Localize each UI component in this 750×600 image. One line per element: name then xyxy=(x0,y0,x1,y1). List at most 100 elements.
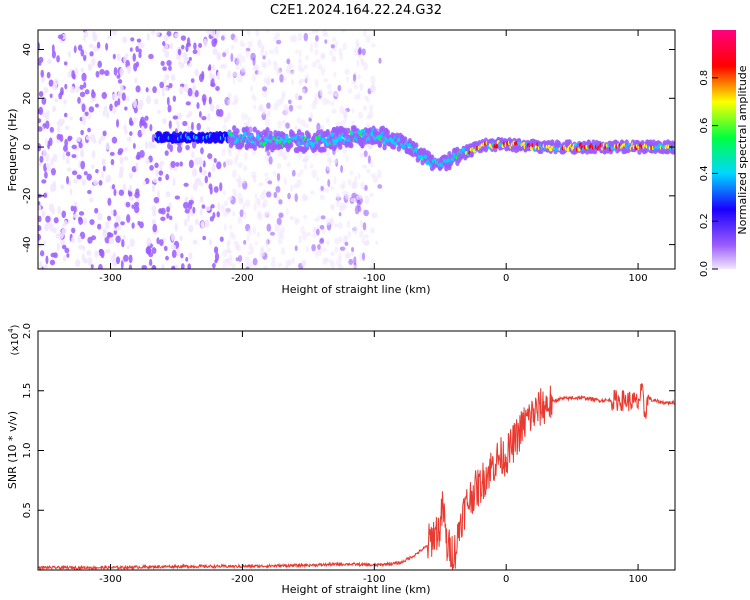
heatmap-cell xyxy=(69,188,73,196)
heatmap-cell xyxy=(47,58,52,65)
heatmap-cell xyxy=(311,30,316,34)
heatmap-cell xyxy=(41,179,47,184)
heatmap-cell xyxy=(230,44,235,50)
heatmap-cell xyxy=(94,207,99,214)
heatmap-cell xyxy=(201,204,206,209)
snr-y-axis: 0.5 1.0 1.5 2.0 xyxy=(22,323,675,518)
heatmap-cell xyxy=(169,42,174,50)
heatmap-cell xyxy=(216,211,220,218)
heatmap-cell xyxy=(64,125,70,131)
heatmap-cell xyxy=(300,119,306,128)
heatmap-cell xyxy=(156,237,160,245)
heatmap-cell xyxy=(121,92,126,101)
heatmap-cell xyxy=(296,117,302,124)
heatmap-cell xyxy=(45,162,51,169)
heatmap-cell xyxy=(265,239,269,248)
heatmap-cell xyxy=(275,68,282,77)
heatmap-cell xyxy=(260,48,264,57)
heatmap-cell xyxy=(49,223,54,232)
colorbar-tick-label: 0.2 xyxy=(699,213,710,229)
heatmap-cell xyxy=(323,257,330,263)
heatmap-cell xyxy=(232,76,236,85)
heatmap-cell xyxy=(152,178,158,183)
heatmap-cell xyxy=(174,222,178,232)
heatmap-cell xyxy=(208,183,213,190)
heatmap-cell xyxy=(132,143,136,149)
heatmap-cell xyxy=(62,152,66,161)
heatmap-cell xyxy=(200,181,204,187)
heatmap-cell xyxy=(131,204,135,209)
heatmap-cell xyxy=(71,144,78,150)
heatmap-cell xyxy=(118,171,124,179)
heatmap-cell xyxy=(359,194,363,199)
heatmap-cell xyxy=(95,251,100,256)
heatmap-cell xyxy=(327,89,333,95)
heatmap-cell xyxy=(208,64,212,70)
heatmap-cell xyxy=(168,120,172,129)
heatmap-cell xyxy=(138,48,142,54)
heatmap-cell xyxy=(351,108,355,114)
heatmap-cell xyxy=(237,74,243,83)
heatmap-cell xyxy=(198,110,202,118)
heatmap-cell xyxy=(160,216,166,221)
heatmap-cell xyxy=(194,157,200,166)
heatmap-cell xyxy=(93,178,98,186)
heatmap-cell xyxy=(132,53,136,62)
heatmap-cell xyxy=(141,265,148,269)
heatmap-cell xyxy=(331,109,337,114)
heatmap-cell xyxy=(351,181,357,190)
heatmap-cell xyxy=(232,71,238,77)
heatmap-cell xyxy=(342,204,348,209)
heatmap-cell xyxy=(306,134,311,141)
heatmap-cell xyxy=(320,52,326,59)
heatmap-cell xyxy=(339,202,346,211)
heatmap-cell xyxy=(363,62,369,71)
heatmap-cell xyxy=(210,30,216,37)
heatmap-cell xyxy=(272,60,277,65)
heatmap-cell xyxy=(366,168,371,174)
heatmap-cell xyxy=(75,86,80,93)
heatmap-cell xyxy=(289,184,294,192)
heatmap-cell xyxy=(105,111,110,119)
snr-multiplier-close: ) xyxy=(10,324,21,328)
heatmap-cell xyxy=(292,34,298,43)
heatmap-cell xyxy=(159,160,165,166)
heatmap-cell xyxy=(340,120,346,126)
heatmap-cell xyxy=(321,247,327,253)
heatmap-cell xyxy=(231,262,236,269)
heatmap-cell xyxy=(326,166,330,171)
heatmap-cell xyxy=(81,114,87,123)
heatmap-cell xyxy=(402,136,408,143)
heatmap-cell xyxy=(257,212,264,221)
heatmap-cell xyxy=(78,142,83,149)
heatmap-cell xyxy=(69,116,73,121)
heatmap-cell xyxy=(115,214,121,224)
heatmap-cell xyxy=(320,237,324,243)
heatmap-cell xyxy=(313,217,319,222)
heatmap-cell xyxy=(49,259,56,266)
heatmap-cell xyxy=(55,232,61,239)
snr-multiplier: (x104) xyxy=(7,324,21,355)
heatmap-cell xyxy=(102,109,106,117)
heatmap-cell xyxy=(213,38,218,44)
heatmap-cell xyxy=(332,37,337,42)
heatmap-cell xyxy=(165,173,170,181)
heatmap-cell xyxy=(63,98,67,105)
heatmap-cell xyxy=(232,125,237,132)
heatmap-cell xyxy=(320,215,326,220)
heatmap-cell xyxy=(276,196,280,201)
heatmap-cell xyxy=(102,165,106,172)
heatmap-cell xyxy=(111,136,118,144)
heatmap-cell xyxy=(352,225,358,235)
heatmap-cell xyxy=(306,232,312,237)
x-tick-label: 100 xyxy=(629,574,648,585)
heatmap-cell xyxy=(368,264,374,269)
heatmap-cell xyxy=(38,162,42,167)
heatmap-cell xyxy=(81,72,87,82)
heatmap-cell xyxy=(243,131,248,137)
heatmap-cell xyxy=(391,143,397,150)
heatmap-cell xyxy=(314,48,319,56)
heatmap-cell xyxy=(101,158,107,167)
heatmap-cell xyxy=(188,110,193,117)
heatmap-cell xyxy=(260,61,266,69)
